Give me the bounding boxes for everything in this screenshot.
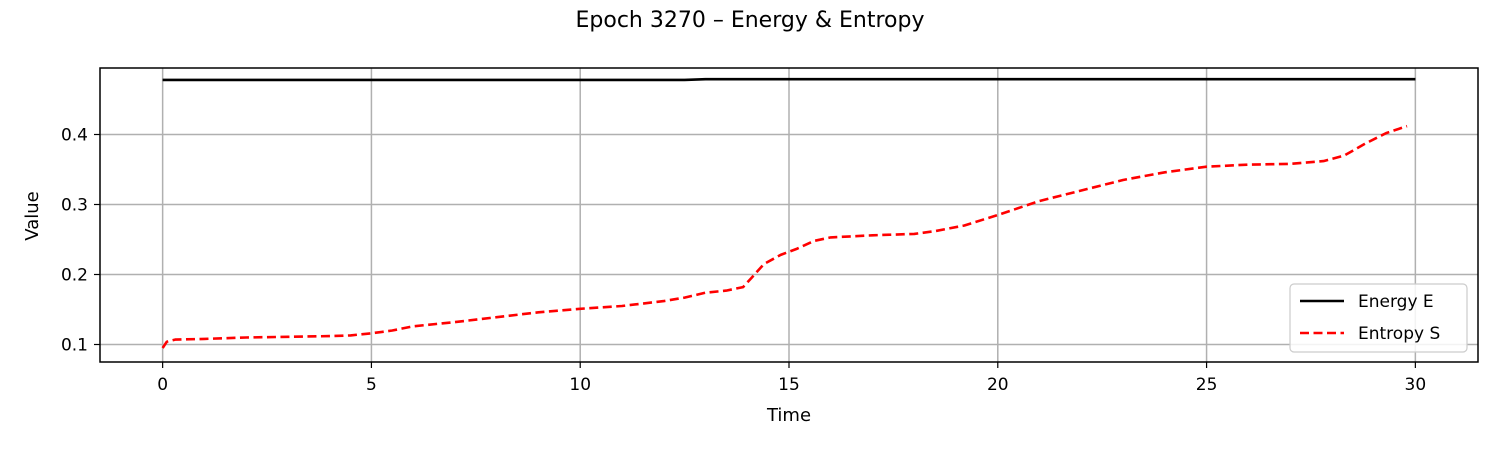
series-line-entropy-s	[161, 124, 1408, 349]
legend-label-energy: Energy E	[1358, 292, 1434, 312]
x-tick-label: 10	[569, 375, 591, 395]
chart-title: Epoch 3270 – Energy & Entropy	[576, 8, 925, 33]
y-tick-label: 0.3	[61, 196, 88, 216]
series-layer	[161, 77, 1416, 349]
x-tick-label: 25	[1196, 375, 1218, 395]
x-tick-label: 15	[778, 375, 800, 395]
series-line-energy-e	[162, 77, 1416, 82]
x-tick-label: 20	[987, 375, 1009, 395]
ticks: 0 5 10 15 20 25 30 0.1 0.2 0.3 0.4	[61, 126, 1426, 396]
y-tick-label: 0.2	[61, 266, 88, 286]
y-axis-label: Value	[22, 191, 43, 240]
legend: Energy E Entropy S	[1289, 283, 1468, 353]
x-axis-label: Time	[766, 405, 811, 426]
grid	[100, 68, 1478, 362]
y-tick-label: 0.4	[61, 126, 88, 146]
x-tick-label: 30	[1405, 375, 1427, 395]
x-tick-label: 5	[366, 375, 377, 395]
legend-label-entropy: Entropy S	[1358, 324, 1440, 344]
y-tick-label: 0.1	[61, 336, 88, 356]
x-tick-label: 0	[157, 375, 168, 395]
